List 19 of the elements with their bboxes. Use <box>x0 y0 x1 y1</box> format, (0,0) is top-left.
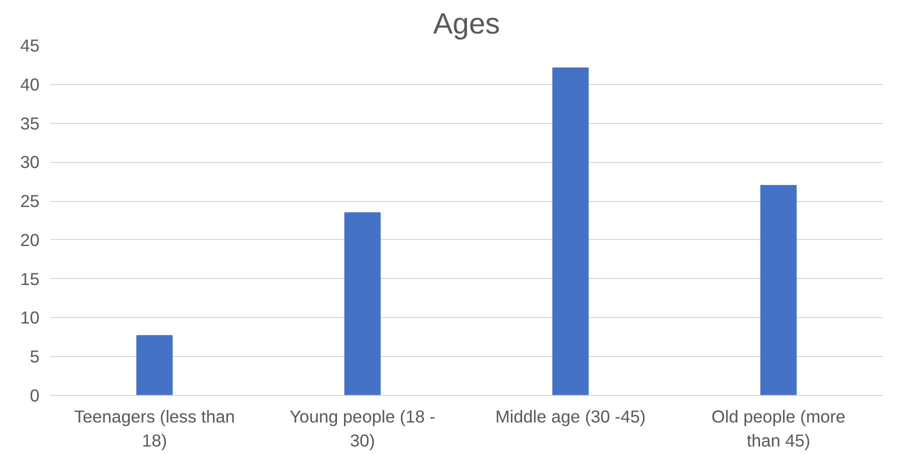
chart-title: Ages <box>433 8 500 40</box>
y-tick-label: 25 <box>20 191 40 212</box>
y-tick-label: 20 <box>20 230 40 250</box>
y-tick-label: 0 <box>30 386 40 406</box>
bar <box>344 212 381 396</box>
y-tick-label: 10 <box>20 308 40 328</box>
bar <box>136 335 173 396</box>
y-tick-label: 40 <box>20 74 40 94</box>
y-tick-label: 45 <box>20 36 40 56</box>
y-tick-label: 5 <box>30 346 40 367</box>
y-tick-label: 15 <box>20 268 40 289</box>
x-tick-label: Middle age (30 -45) <box>495 406 646 426</box>
x-tick-label: Young people (18 - 30) <box>290 406 436 450</box>
y-tick-label: 30 <box>20 152 40 172</box>
bar <box>552 68 589 396</box>
x-tick-label: Old people (more than 45) <box>712 406 846 450</box>
y-tick-label: 35 <box>20 113 40 134</box>
bar <box>760 185 797 396</box>
x-tick-label: Teenagers (less than 18) <box>74 406 235 450</box>
